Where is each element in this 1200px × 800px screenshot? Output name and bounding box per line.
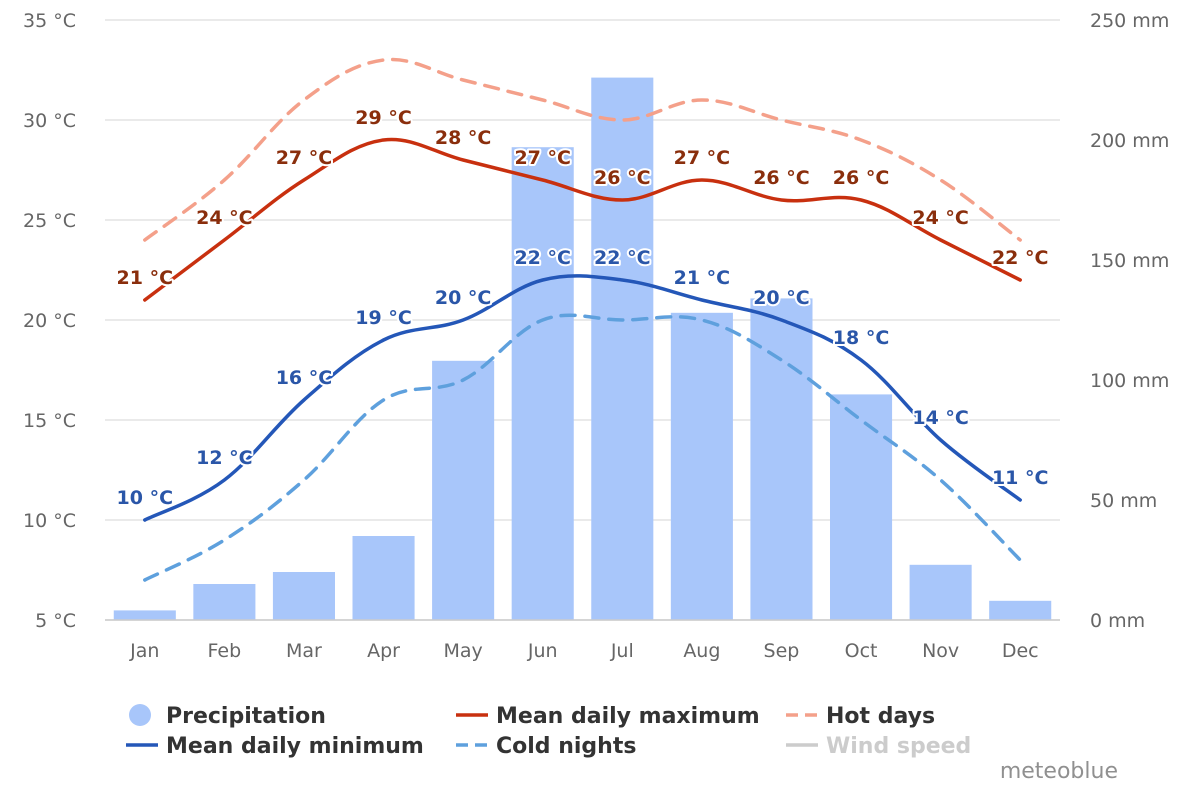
mean-daily-minimum-data-label: 18 °C [833, 327, 890, 349]
cold-nights-line[interactable] [143, 313, 1022, 582]
precipitation-bars [113, 77, 1052, 621]
mean-daily-maximum-data-label: 27 °C [276, 147, 333, 169]
x-axis-tick-label: Jun [527, 640, 558, 662]
mean-daily-minimum-data-label: 16 °C [276, 367, 333, 389]
right-axis-tick-label: 50 mm [1090, 490, 1157, 512]
right-axis-tick-label: 150 mm [1090, 250, 1169, 272]
legend-symbol [129, 704, 151, 726]
legend-label: Precipitation [166, 704, 326, 729]
mean-daily-maximum-data-label: 22 °C [992, 247, 1049, 269]
mean-daily-minimum-data-label: 22 °C [594, 247, 651, 269]
right-axis-tick-label: 0 mm [1090, 610, 1145, 632]
grid-lines [105, 19, 1060, 621]
legend-item-cold-nights[interactable]: Cold nights [456, 734, 636, 759]
precipitation-bar[interactable] [193, 584, 256, 620]
x-axis-tick-label: Mar [286, 640, 322, 662]
legend-item-precipitation[interactable]: Precipitation [129, 704, 326, 729]
legend-label: Cold nights [496, 734, 636, 759]
mean-daily-maximum-data-label: 26 °C [753, 167, 810, 189]
precipitation-bar[interactable] [432, 360, 495, 620]
x-axis-tick-label: Sep [764, 640, 800, 662]
x-axis-tick-label: Nov [922, 640, 959, 662]
mean-daily-maximum-data-label: 26 °C [594, 167, 651, 189]
precipitation-bar[interactable] [272, 572, 335, 620]
precipitation-bar[interactable] [830, 394, 893, 620]
left-axis-tick-label: 35 °C [23, 10, 76, 32]
mean-daily-minimum-data-label: 10 °C [117, 487, 174, 509]
left-axis-tick-label: 25 °C [23, 210, 76, 232]
mean-daily-minimum-data-label: 20 °C [753, 287, 810, 309]
legend-item-hot-days[interactable]: Hot days [786, 704, 935, 729]
x-axis-tick-label: Apr [367, 640, 400, 662]
precipitation-bar[interactable] [511, 147, 574, 620]
x-axis-tick-label: May [443, 640, 482, 662]
mean-daily-maximum-data-label: 29 °C [355, 107, 412, 129]
precipitation-bar[interactable] [750, 298, 813, 620]
mean-daily-maximum-data-label: 28 °C [435, 127, 492, 149]
mean-daily-minimum-data-label: 20 °C [435, 287, 492, 309]
mean-daily-maximum-data-label: 24 °C [912, 207, 969, 229]
mean-daily-minimum-data-label: 21 °C [674, 267, 731, 289]
x-axis-tick-label: Jan [129, 640, 159, 662]
legend: Precipitation Mean daily maximum Hot days M… [126, 704, 971, 759]
hot-days-line[interactable] [143, 57, 1022, 242]
mean-daily-minimum-data-label: 19 °C [355, 307, 412, 329]
mean-daily-maximum-data-label: 21 °C [117, 267, 174, 289]
mean-daily-minimum-data-label: 14 °C [912, 407, 969, 429]
x-axis-tick-label: Jul [610, 640, 634, 662]
mean-daily-maximum-data-label: 26 °C [833, 167, 890, 189]
right-axis-tick-label: 100 mm [1090, 370, 1169, 392]
x-axis-tick-label: Oct [845, 640, 878, 662]
legend-label: Wind speed [826, 734, 971, 759]
mean-daily-minimum-data-label: 22 °C [514, 247, 571, 269]
mean-daily-maximum-line[interactable] [143, 137, 1022, 302]
right-axis-tick-label: 200 mm [1090, 130, 1169, 152]
legend-label: Mean daily maximum [496, 704, 760, 729]
precipitation-bar[interactable] [670, 312, 733, 620]
mean-daily-maximum-data-label: 24 °C [196, 207, 253, 229]
mean-daily-maximum-data-label: 27 °C [674, 147, 731, 169]
legend-item-mean-daily-maximum[interactable]: Mean daily maximum [456, 704, 760, 729]
left-axis-tick-label: 20 °C [23, 310, 76, 332]
precipitation-bar[interactable] [113, 610, 176, 620]
x-axis-tick-label: Aug [683, 640, 720, 662]
legend-item-mean-daily-minimum[interactable]: Mean daily minimum [126, 734, 424, 759]
x-axis-tick-label: Dec [1002, 640, 1039, 662]
left-axis-tick-label: 30 °C [23, 110, 76, 132]
x-axis-tick-label: Feb [208, 640, 242, 662]
right-axis-tick-label: 250 mm [1090, 10, 1169, 32]
axes: 5 °C 10 °C 15 °C 20 °C 25 °C 30 °C 35 °C 0 mm 50… [23, 10, 1169, 662]
data-labels: 21 °C 24 °C 27 °C 29 °C 28 °C 27 °C 26 °C 27 °C… [115, 105, 1051, 511]
mean-daily-minimum-data-label: 12 °C [196, 447, 253, 469]
left-axis-tick-label: 15 °C [23, 410, 76, 432]
mean-daily-maximum-data-label: 27 °C [514, 147, 571, 169]
precipitation-bar[interactable] [909, 564, 972, 620]
legend-label: Mean daily minimum [166, 734, 424, 759]
legend-label: Hot days [826, 704, 935, 729]
mean-daily-minimum-line[interactable] [143, 274, 1022, 522]
series-lines [143, 57, 1022, 582]
left-axis-tick-label: 5 °C [35, 610, 76, 632]
precipitation-bar[interactable] [591, 77, 654, 621]
precipitation-bar[interactable] [989, 600, 1052, 620]
legend-item-wind-speed[interactable]: Wind speed [786, 734, 971, 759]
mean-daily-minimum-data-label: 11 °C [992, 467, 1049, 489]
credit-text[interactable]: meteoblue [1000, 759, 1118, 784]
precipitation-bar[interactable] [352, 536, 415, 620]
left-axis-tick-label: 10 °C [23, 510, 76, 532]
